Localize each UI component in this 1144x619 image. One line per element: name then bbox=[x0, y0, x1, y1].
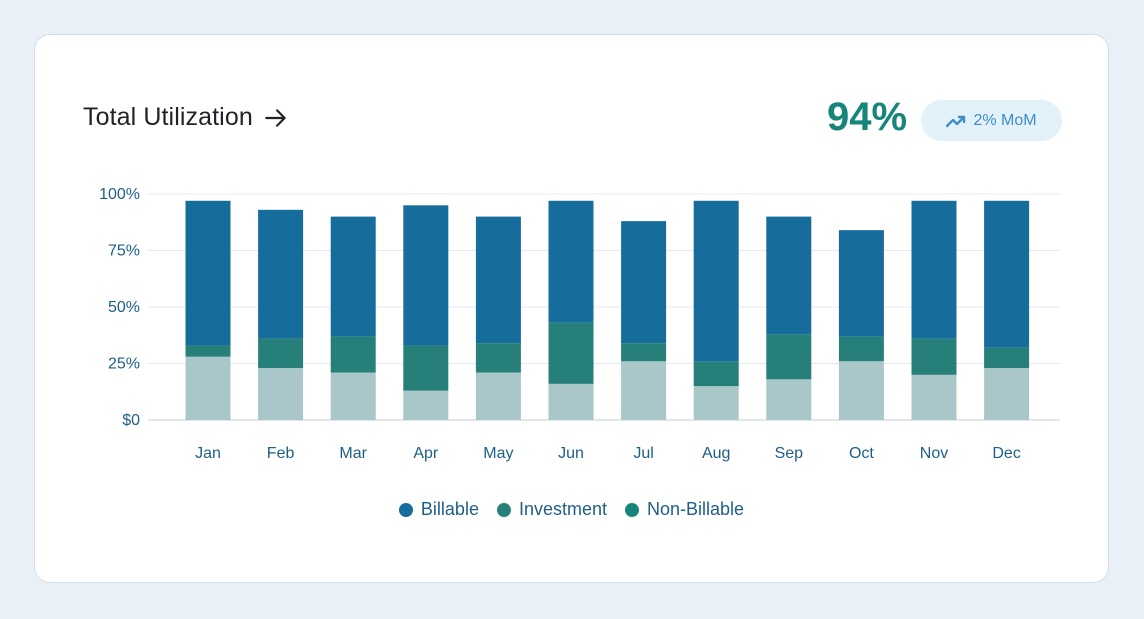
bar-billable-apr[interactable] bbox=[403, 205, 449, 346]
bar-billable-jul[interactable] bbox=[621, 221, 667, 344]
bar-investment-may[interactable] bbox=[475, 343, 521, 373]
bar-billable-oct[interactable] bbox=[838, 230, 884, 337]
bar-investment-nov[interactable] bbox=[911, 338, 957, 375]
bar-non-billable-may[interactable] bbox=[475, 372, 521, 420]
legend-dot-investment bbox=[496, 502, 511, 517]
bar-investment-feb[interactable] bbox=[258, 338, 304, 369]
bar-billable-jun[interactable] bbox=[548, 200, 594, 323]
y-tick-label: $0 bbox=[122, 412, 140, 429]
bar-non-billable-feb[interactable] bbox=[258, 368, 304, 420]
bar-non-billable-jan[interactable] bbox=[185, 356, 231, 420]
arrow-right-icon bbox=[264, 108, 286, 127]
bar-billable-aug[interactable] bbox=[693, 200, 739, 362]
legend-dot-non-billable bbox=[625, 502, 640, 517]
bar-investment-sep[interactable] bbox=[766, 334, 812, 380]
legend-label-billable: Billable bbox=[420, 499, 479, 519]
x-tick-label: Sep bbox=[775, 445, 804, 462]
legend-item-billable[interactable]: Billable bbox=[398, 499, 479, 520]
x-tick-label: Jul bbox=[633, 445, 653, 462]
bar-billable-feb[interactable] bbox=[258, 209, 304, 339]
trending-up-icon bbox=[946, 115, 966, 127]
bar-billable-sep[interactable] bbox=[766, 216, 812, 335]
x-tick-label: Oct bbox=[849, 445, 874, 462]
bar-billable-nov[interactable] bbox=[911, 200, 957, 339]
bar-billable-dec[interactable] bbox=[984, 200, 1030, 348]
x-tick-label: Apr bbox=[413, 445, 439, 462]
x-tick-label: Aug bbox=[702, 445, 730, 462]
kpi-value: 94% bbox=[827, 95, 908, 139]
bar-non-billable-mar[interactable] bbox=[330, 372, 376, 420]
y-tick-label: 50% bbox=[108, 299, 140, 316]
legend-label-investment: Investment bbox=[518, 499, 608, 519]
x-tick-label: Nov bbox=[920, 445, 948, 462]
bar-billable-jan[interactable] bbox=[185, 200, 231, 346]
bar-non-billable-oct[interactable] bbox=[838, 361, 884, 420]
bar-non-billable-jul[interactable] bbox=[621, 361, 667, 420]
bar-non-billable-dec[interactable] bbox=[984, 368, 1030, 420]
bar-investment-aug[interactable] bbox=[693, 361, 739, 387]
x-tick-label: Feb bbox=[267, 445, 295, 462]
mom-badge: 2% MoM bbox=[921, 100, 1062, 141]
x-tick-label: May bbox=[483, 445, 513, 462]
stacked-bar-chart: $0 25% 50% 75% 100% Jan Feb Mar Apr May Jun Jul Aug S… bbox=[99, 186, 1060, 462]
bar-billable-mar[interactable] bbox=[330, 216, 376, 337]
bar-investment-oct[interactable] bbox=[838, 336, 884, 362]
y-tick-label: 25% bbox=[108, 356, 140, 373]
bar-non-billable-sep[interactable] bbox=[766, 379, 812, 420]
bar-non-billable-apr[interactable] bbox=[403, 390, 449, 420]
legend-dot-billable bbox=[398, 502, 413, 517]
card-title: Total Utilization bbox=[83, 103, 253, 131]
bar-non-billable-aug[interactable] bbox=[693, 386, 739, 420]
card-title-link[interactable]: Total Utilization bbox=[83, 103, 289, 132]
bar-investment-jan[interactable] bbox=[185, 345, 231, 357]
bar-non-billable-nov[interactable] bbox=[911, 374, 957, 420]
bar-investment-dec[interactable] bbox=[984, 347, 1030, 369]
bar-billable-may[interactable] bbox=[475, 216, 521, 344]
legend-label-non-billable: Non-Billable bbox=[647, 499, 745, 519]
y-tick-label: 75% bbox=[108, 243, 140, 260]
bar-investment-mar[interactable] bbox=[330, 336, 376, 373]
chart-legend: Billable Investment Non-Billable bbox=[35, 499, 1108, 520]
x-tick-label: Jan bbox=[195, 445, 221, 462]
y-tick-label: 100% bbox=[99, 186, 140, 203]
mom-badge-text: 2% MoM bbox=[973, 111, 1037, 129]
legend-item-non-billable[interactable]: Non-Billable bbox=[625, 499, 744, 520]
bar-investment-jul[interactable] bbox=[621, 343, 667, 362]
bar-non-billable-jun[interactable] bbox=[548, 383, 594, 420]
bar-investment-jun[interactable] bbox=[548, 322, 594, 384]
bar-investment-apr[interactable] bbox=[403, 345, 449, 391]
legend-item-investment[interactable]: Investment bbox=[496, 499, 608, 520]
x-tick-label: Dec bbox=[992, 445, 1020, 462]
x-tick-label: Jun bbox=[558, 445, 584, 462]
utilization-card: Total Utilization 94% 2% MoM $0 25% 50% 75%… bbox=[34, 34, 1109, 583]
x-tick-label: Mar bbox=[339, 445, 367, 462]
